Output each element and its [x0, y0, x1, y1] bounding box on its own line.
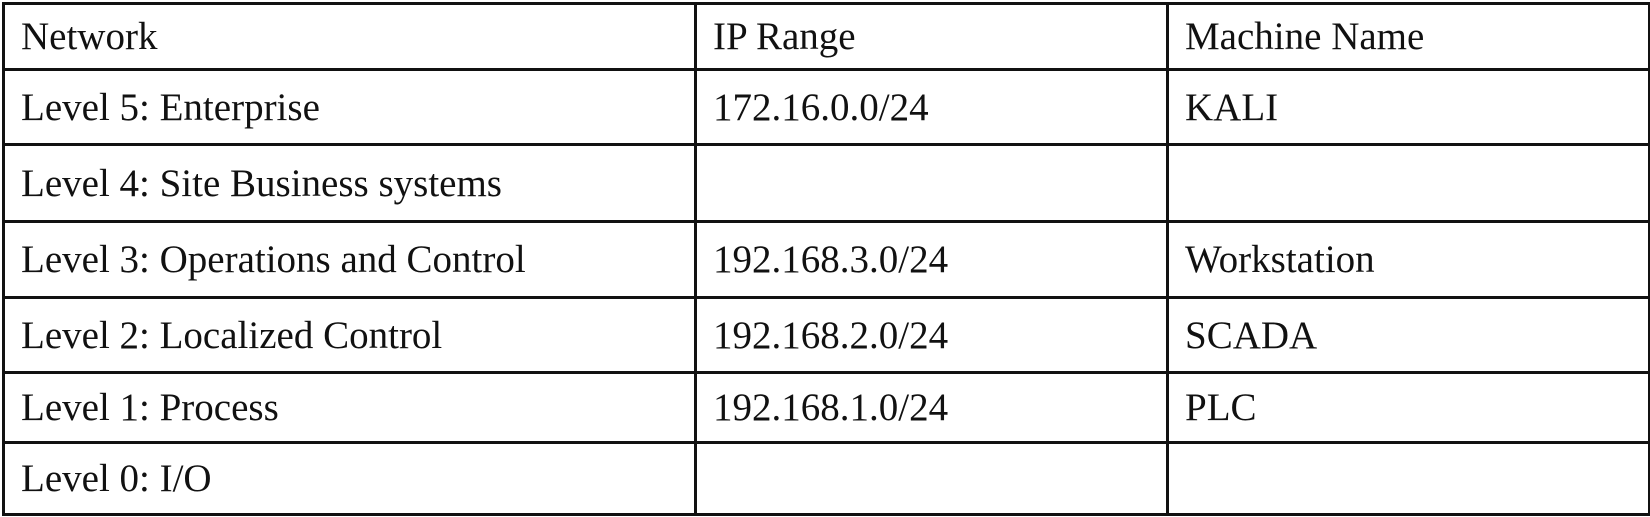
cell-network: Level 0: I/O: [2, 441, 697, 516]
cell-ip-range: 192.168.2.0/24: [694, 296, 1169, 374]
cell-network: Level 2: Localized Control: [2, 296, 697, 374]
cell-machine-name: [1166, 441, 1650, 516]
cell-machine-name: KALI: [1166, 68, 1650, 146]
cell-machine-name: PLC: [1166, 371, 1650, 444]
cell-ip-range: [694, 143, 1169, 223]
header-machine-name: Machine Name: [1166, 2, 1650, 71]
table-row: Level 3: Operations and Control 192.168.…: [2, 220, 1650, 299]
cell-ip-range: 192.168.3.0/24: [694, 220, 1169, 299]
cell-network: Level 1: Process: [2, 371, 697, 444]
header-ip-range: IP Range: [694, 2, 1169, 71]
cell-machine-name: [1166, 143, 1650, 223]
cell-ip-range: 192.168.1.0/24: [694, 371, 1169, 444]
table-row: Level 1: Process 192.168.1.0/24 PLC: [2, 371, 1650, 444]
header-network: Network: [2, 2, 697, 71]
table-row: Level 0: I/O: [2, 441, 1650, 516]
cell-machine-name: SCADA: [1166, 296, 1650, 374]
cell-network: Level 4: Site Business systems: [2, 143, 697, 223]
cell-machine-name: Workstation: [1166, 220, 1650, 299]
cell-ip-range: 172.16.0.0/24: [694, 68, 1169, 146]
cell-ip-range: [694, 441, 1169, 516]
table-row: Level 2: Localized Control 192.168.2.0/2…: [2, 296, 1650, 374]
table-row: Level 4: Site Business systems: [2, 143, 1650, 223]
table-row: Level 5: Enterprise 172.16.0.0/24 KALI: [2, 68, 1650, 146]
table-header-row: Network IP Range Machine Name: [2, 2, 1650, 71]
cell-network: Level 3: Operations and Control: [2, 220, 697, 299]
cell-network: Level 5: Enterprise: [2, 68, 697, 146]
